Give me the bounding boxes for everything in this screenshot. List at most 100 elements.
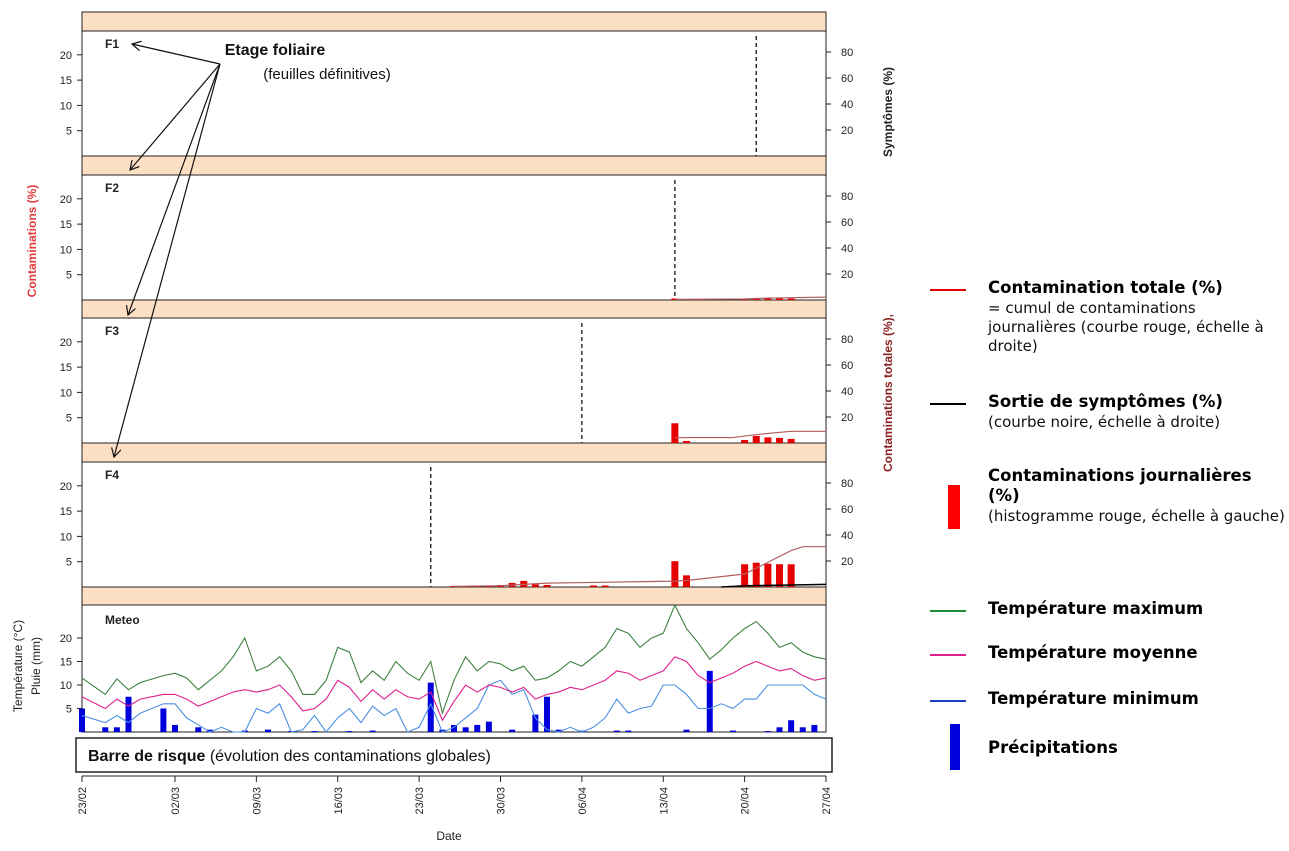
precip-bar bbox=[160, 708, 167, 732]
left-tick-label: 20 bbox=[60, 481, 72, 493]
precip-bar bbox=[346, 731, 353, 732]
daily-contamination-bar bbox=[787, 298, 795, 300]
right-tick-label: 60 bbox=[841, 504, 853, 516]
legend-tmin-title: Température minimum bbox=[988, 689, 1199, 708]
x-tick-label: 13/04 bbox=[658, 787, 670, 815]
x-axis-title: Date bbox=[436, 829, 462, 843]
precip-bar bbox=[427, 682, 434, 732]
precip-bar bbox=[265, 729, 271, 732]
right-tick-label: 60 bbox=[841, 73, 853, 85]
right-tick-label: 60 bbox=[841, 360, 853, 372]
precip-bar bbox=[206, 729, 213, 732]
panel-band bbox=[81, 442, 827, 463]
daily-contamination-bar bbox=[741, 564, 749, 587]
precip-bar bbox=[79, 708, 85, 732]
left-tick-label: 10 bbox=[60, 387, 72, 399]
left-axis-title: Contaminations (%) bbox=[25, 185, 39, 298]
risk-bar-frame bbox=[75, 737, 833, 773]
daily-contamination-bar bbox=[741, 439, 749, 443]
precip-bar bbox=[811, 724, 818, 732]
legend-total-title: Contamination totale (%) bbox=[988, 278, 1223, 297]
left-tick-label: 20 bbox=[60, 194, 72, 206]
right-axis-title-bottom: Contaminations totales (%), bbox=[881, 314, 895, 472]
total-contamination-line bbox=[674, 430, 826, 439]
precip-bar bbox=[195, 727, 202, 732]
annotation-arrow bbox=[114, 63, 221, 457]
daily-contamination-bar bbox=[531, 584, 539, 587]
right-tick-label: 40 bbox=[841, 99, 853, 111]
right-tick-label: 20 bbox=[841, 125, 853, 137]
precip-bar bbox=[799, 727, 806, 732]
temp-min-line bbox=[81, 679, 827, 733]
legend-tmax-title: Température maximum bbox=[988, 599, 1204, 618]
panel-label: F4 bbox=[105, 468, 119, 482]
precip-bar bbox=[485, 721, 492, 732]
legend-tmean-title: Température moyenne bbox=[988, 643, 1198, 662]
daily-contamination-bar bbox=[683, 575, 690, 587]
precip-bar bbox=[474, 724, 481, 732]
precip-bar bbox=[113, 727, 120, 732]
daily-contamination-bar bbox=[752, 562, 760, 587]
x-tick-label: 16/03 bbox=[333, 787, 345, 815]
panel-label: F3 bbox=[105, 324, 119, 338]
legend-daily-title: Contaminations journalières (%) bbox=[988, 466, 1252, 505]
legend-tmax-swatch bbox=[930, 610, 966, 612]
precip-bar bbox=[509, 729, 516, 732]
precip-bar bbox=[764, 731, 771, 732]
left-tick-label: 10 bbox=[60, 244, 72, 256]
legend-symptoms-swatch bbox=[930, 403, 966, 405]
panel-frame bbox=[81, 604, 827, 733]
left-tick-label: 15 bbox=[60, 506, 72, 518]
legend-daily-swatch bbox=[948, 485, 960, 529]
annotation-title: Etage foliaire bbox=[225, 42, 326, 59]
right-tick-label: 20 bbox=[841, 556, 853, 568]
legend-symptoms-desc: (courbe noire, échelle à droite) bbox=[988, 413, 1221, 431]
daily-contamination-bar bbox=[776, 564, 783, 587]
precip-bar bbox=[788, 720, 795, 732]
meteo-tick-label: 20 bbox=[60, 633, 72, 645]
daily-contamination-bar bbox=[485, 585, 493, 587]
x-tick-label: 09/03 bbox=[251, 787, 263, 815]
left-tick-label: 20 bbox=[60, 50, 72, 62]
panel-band bbox=[81, 299, 827, 319]
daily-contamination-bar bbox=[590, 585, 597, 587]
legend-precip-title: Précipitations bbox=[988, 738, 1118, 757]
right-tick-label: 80 bbox=[841, 478, 853, 490]
daily-contamination-bar bbox=[601, 585, 609, 587]
left-tick-label: 5 bbox=[66, 557, 72, 569]
panel-frame bbox=[81, 461, 827, 588]
panel-frame bbox=[81, 30, 827, 157]
annotation-arrow bbox=[128, 63, 221, 315]
left-tick-label: 15 bbox=[60, 362, 72, 374]
legend-daily-desc: (histogramme rouge, échelle à gauche) bbox=[988, 507, 1285, 525]
legend-tmean-swatch bbox=[930, 654, 966, 656]
panel-band bbox=[81, 586, 827, 606]
meteo-tick-label: 10 bbox=[60, 680, 72, 692]
total-contamination-line bbox=[674, 296, 827, 300]
precip-bar bbox=[625, 730, 632, 732]
panel-frame bbox=[81, 317, 827, 444]
legend-tmin-swatch bbox=[930, 700, 966, 702]
panel-label: F2 bbox=[105, 181, 119, 195]
daily-contamination-bar bbox=[764, 437, 772, 443]
daily-contamination-bar bbox=[787, 438, 795, 443]
right-axis-title-top: Symptômes (%) bbox=[881, 67, 895, 157]
daily-contamination-bar bbox=[671, 423, 679, 443]
precip-bar bbox=[578, 730, 585, 732]
legend-precip-swatch bbox=[950, 724, 960, 770]
daily-contamination-bar bbox=[450, 585, 458, 587]
x-tick-label: 30/03 bbox=[496, 787, 508, 815]
right-tick-label: 40 bbox=[841, 243, 853, 255]
daily-contamination-bar bbox=[787, 564, 795, 587]
right-tick-label: 40 bbox=[841, 530, 853, 542]
left-tick-label: 15 bbox=[60, 75, 72, 87]
daily-contamination-bar bbox=[764, 563, 772, 587]
septoria-risk-chart: F1 5 10 15 20 20 40 60 80 F2 5 10 15 20 20 40 60 80 F3 5 10 1… bbox=[11, 11, 895, 843]
x-tick-label: 23/03 bbox=[414, 787, 426, 815]
right-tick-label: 80 bbox=[841, 191, 853, 203]
daily-contamination-bar bbox=[671, 561, 679, 587]
left-tick-label: 5 bbox=[66, 126, 72, 138]
left-tick-label: 5 bbox=[66, 270, 72, 282]
meteo-tick-label: 15 bbox=[60, 657, 72, 669]
precip-bar bbox=[776, 727, 783, 732]
